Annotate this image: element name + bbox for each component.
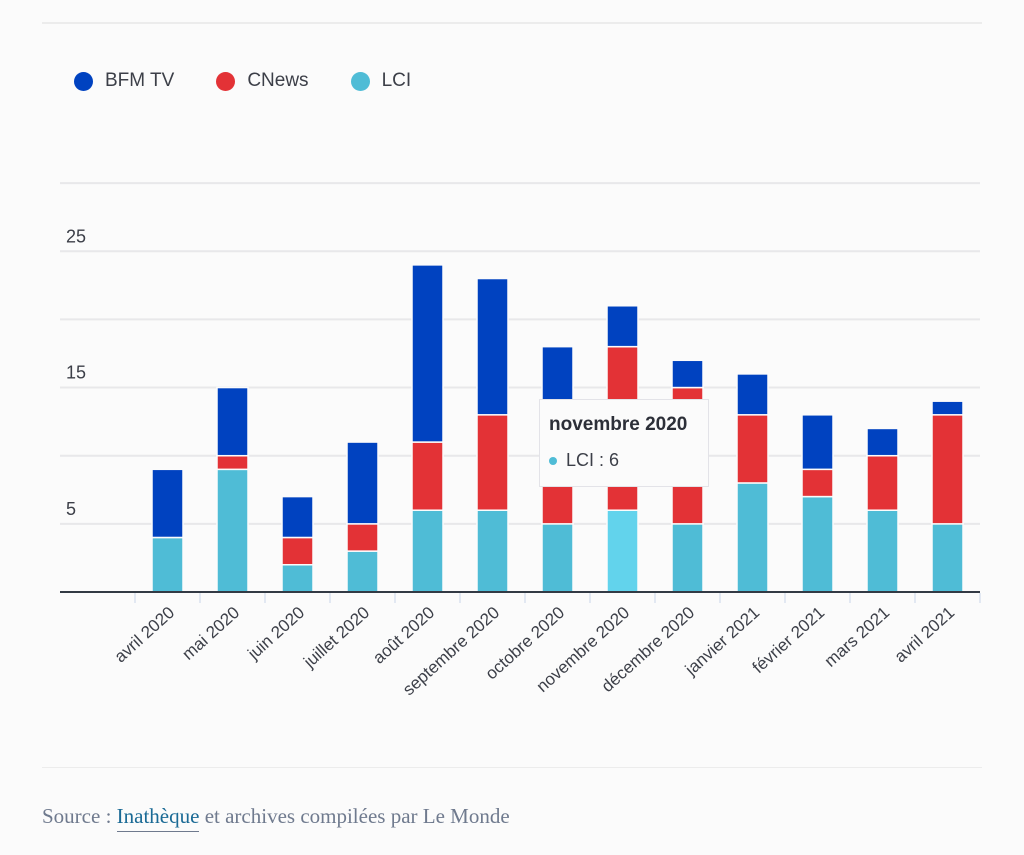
gridlines (60, 182, 980, 525)
bar-segment-lci (736, 482, 769, 593)
legend-item-lci[interactable]: LCI (350, 70, 412, 92)
bar-segment-bfm-tv (736, 373, 769, 416)
x-axis (60, 591, 981, 603)
legend-dot-icon (350, 71, 370, 91)
bar-segment-lci (476, 509, 509, 593)
bar-segment-bfm-tv (151, 468, 184, 539)
x-tick-label: mai 2020 (178, 603, 243, 664)
bar-segment-bfm-tv (281, 495, 314, 539)
bar-segment-bfm-tv (411, 264, 444, 443)
legend: BFM TV CNews LCI (74, 70, 453, 92)
x-tick-label: juillet 2020 (299, 603, 373, 672)
legend-dot-icon (74, 71, 93, 91)
bar-segment-bfm-tv (866, 427, 899, 457)
bar-segment-lci (801, 495, 834, 593)
x-tick-label: mars 2021 (821, 603, 893, 671)
bar-segment-cnews (801, 468, 834, 498)
bar-segment-bfm-tv (671, 359, 704, 389)
x-tick-label: août 2020 (369, 603, 438, 668)
legend-label: LCI (381, 70, 412, 91)
y-tick-label: 15 (66, 363, 86, 383)
legend-label: BFM TV (105, 70, 175, 91)
bar-segment-cnews (931, 414, 964, 525)
x-tick-label: juin 2020 (243, 603, 308, 664)
legend-item-cnews[interactable]: CNews (216, 70, 309, 92)
y-tick-label: 5 (66, 499, 76, 519)
bottom-divider (42, 767, 982, 768)
bar-segment-cnews (281, 536, 314, 566)
bar-segment-lci (346, 550, 379, 593)
bar-segment-lci (281, 563, 314, 593)
x-tick-label: avril 2021 (891, 603, 958, 666)
y-tick-label: 25 (66, 226, 86, 246)
bar-segment-bfm-tv (931, 400, 964, 416)
series-dot-icon (549, 456, 557, 465)
legend-label: CNews (247, 70, 309, 91)
tooltip-title: novembre 2020 (549, 414, 688, 435)
source-suffix: et archives compilées par Le Monde (199, 804, 510, 828)
top-divider (42, 22, 982, 24)
x-tick-label: avril 2020 (111, 603, 178, 666)
bar-segment-cnews (476, 414, 509, 511)
bar-segment-cnews (866, 454, 899, 511)
x-tick-label: février 2021 (749, 603, 828, 677)
legend-item-bfm-tv[interactable]: BFM TV (74, 70, 174, 92)
legend-dot-icon (216, 71, 236, 91)
bar-segment-lci (606, 509, 639, 593)
bar-segment-lci (541, 523, 574, 593)
source-note: Source : Inathèque et archives compilées… (42, 804, 510, 832)
bar-segment-cnews (411, 441, 444, 511)
bar-segment-lci (411, 509, 444, 593)
bar-segment-bfm-tv (346, 441, 379, 525)
inatheque-link[interactable]: Inathèque (116, 804, 200, 832)
bar-segment-lci (931, 523, 964, 593)
bar-segment-lci (671, 523, 704, 593)
bar-segment-cnews (736, 414, 769, 484)
source-prefix: Source : (42, 804, 117, 828)
bar-segment-bfm-tv (476, 277, 509, 416)
tooltip-row: LCI : 6 (549, 450, 708, 471)
bar-segment-cnews (346, 523, 379, 552)
tooltip-value: LCI : 6 (566, 450, 620, 470)
bar-segment-cnews (216, 454, 249, 471)
bar-segment-bfm-tv (606, 305, 639, 348)
bar-segment-bfm-tv (216, 386, 249, 457)
bar-segment-lci (151, 536, 184, 593)
bar-segment-lci (216, 468, 249, 593)
bar-segment-bfm-tv (801, 414, 834, 471)
bar-segment-lci (866, 509, 899, 593)
y-axis-labels: 5 15 25 (66, 226, 86, 519)
tooltip: novembre 2020 LCI : 6 (539, 399, 709, 487)
stacked-bar-chart: 5 15 25 avril 2020 mai 2020 juin 2020juillet… (60, 182, 981, 699)
